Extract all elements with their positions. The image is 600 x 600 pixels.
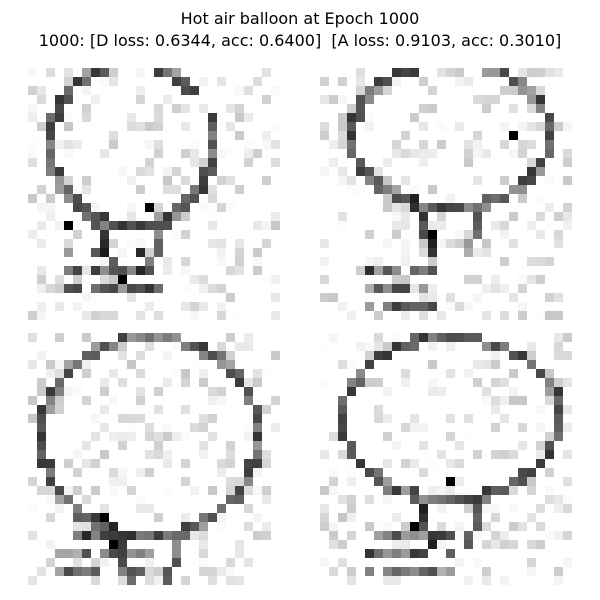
generated-sample-top-left bbox=[28, 68, 280, 320]
figure-title-line-2: 1000: [D loss: 0.6344, acc: 0.6400] [A l… bbox=[38, 31, 562, 50]
generated-sample-bottom-right bbox=[320, 333, 572, 585]
generated-sample-top-right bbox=[320, 68, 572, 320]
generated-sample-bottom-left bbox=[28, 333, 280, 585]
figure-title-line-1: Hot air balloon at Epoch 1000 bbox=[180, 9, 420, 28]
